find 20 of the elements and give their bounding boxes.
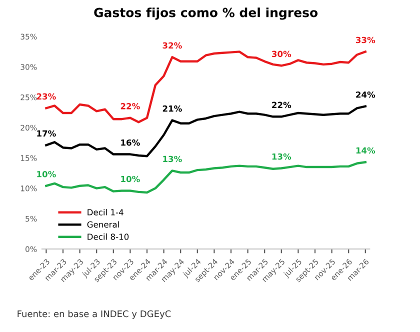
data-label: 13%	[272, 153, 292, 160]
chart-title: Gastos fijos como % del ingreso	[94, 8, 318, 20]
data-label: 30%	[272, 50, 292, 58]
legend-label: General	[87, 221, 119, 228]
data-label: 22%	[120, 103, 140, 110]
data-label: 32%	[162, 42, 182, 49]
data-label: 22%	[272, 102, 292, 108]
data-label: 21%	[162, 105, 182, 112]
data-label: 10%	[121, 176, 140, 182]
data-label: 33%	[356, 36, 376, 44]
data-label: 13%	[163, 156, 182, 162]
data-label: 17%	[37, 130, 56, 137]
source-note: Fuente: en base a INDEC y DGEyC	[18, 310, 171, 319]
legend-label: Decil 1-4	[88, 208, 124, 216]
data-label: 24%	[356, 91, 376, 98]
data-label: 10%	[37, 171, 56, 178]
data-label: 14%	[356, 147, 376, 154]
legend-label: Decil 8-10	[88, 233, 129, 240]
data-label: 23%	[36, 93, 56, 100]
data-label: 16%	[121, 139, 140, 146]
